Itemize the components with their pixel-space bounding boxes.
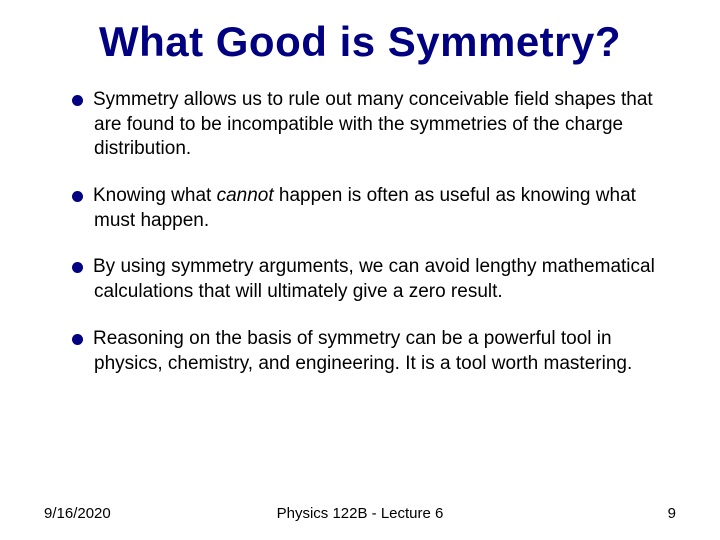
bullet-text-pre: Knowing what	[93, 185, 217, 206]
bullet-icon	[72, 191, 83, 202]
bullet-icon	[72, 95, 83, 106]
slide-title: What Good is Symmetry?	[44, 18, 676, 66]
footer-date: 9/16/2020	[44, 505, 111, 522]
slide: What Good is Symmetry? Symmetry allows u…	[0, 0, 720, 540]
footer: Physics 122B - Lecture 6 9/16/2020 9	[0, 505, 720, 522]
bullet-item: Reasoning on the basis of symmetry can b…	[72, 327, 664, 376]
bullet-item: Symmetry allows us to rule out many conc…	[72, 88, 664, 162]
bullet-text-emph: cannot	[217, 185, 274, 206]
bullet-item: By using symmetry arguments, we can avoi…	[72, 255, 664, 304]
bullet-text-pre: Reasoning on the basis of symmetry can b…	[93, 328, 632, 374]
footer-page: 9	[668, 505, 676, 522]
bullet-icon	[72, 262, 83, 273]
bullet-text-pre: By using symmetry arguments, we can avoi…	[93, 256, 655, 302]
bullet-text-pre: Symmetry allows us to rule out many conc…	[93, 89, 653, 159]
bullet-list: Symmetry allows us to rule out many conc…	[44, 88, 676, 376]
bullet-item: Knowing what cannot happen is often as u…	[72, 184, 664, 233]
bullet-icon	[72, 334, 83, 345]
